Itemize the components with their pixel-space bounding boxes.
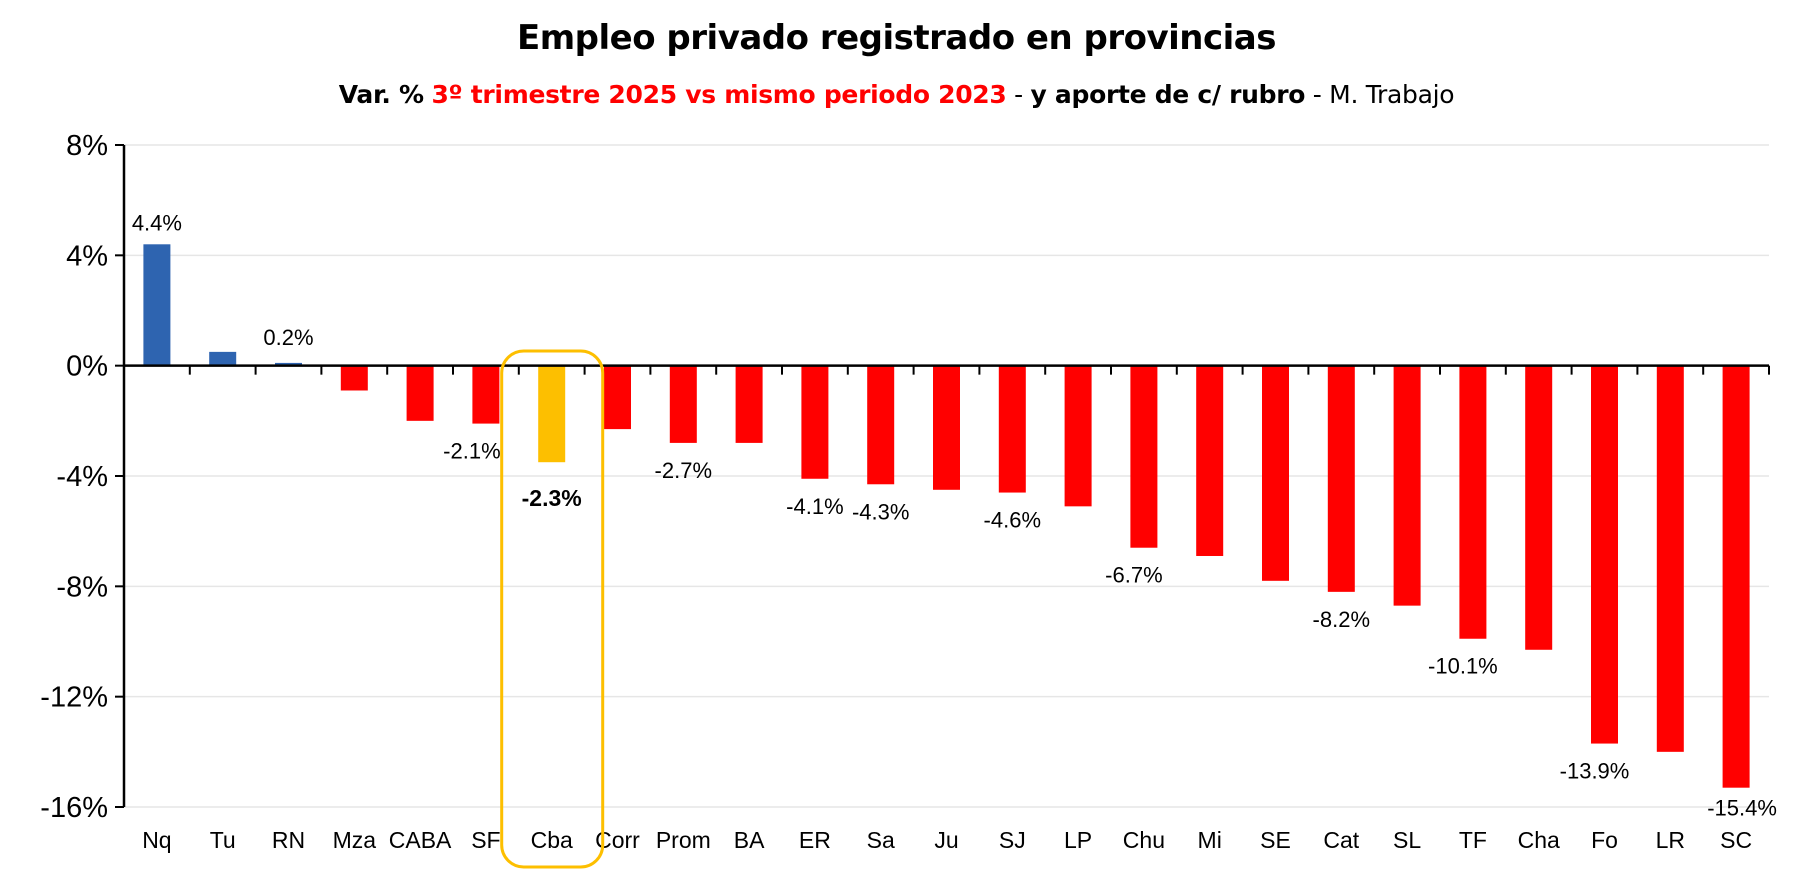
- bar-corr: [604, 365, 631, 430]
- bar-prom: [669, 365, 697, 443]
- bar-caba: [406, 365, 434, 421]
- bar-tu: [209, 351, 237, 366]
- bar-sj: [998, 365, 1026, 493]
- bar-mza: [340, 365, 368, 391]
- x-tick-label: BA: [734, 827, 765, 853]
- bar-sc: [1722, 365, 1750, 788]
- y-tick-label: 8%: [66, 130, 108, 162]
- subtitle-var: Var. %: [338, 80, 424, 109]
- chart-subtitle: Var. % 3º trimestre 2025 vs mismo period…: [0, 80, 1793, 109]
- y-tick-label: -16%: [40, 792, 108, 824]
- axes: [115, 144, 1770, 808]
- data-label-chu: -6.7%: [1105, 563, 1162, 588]
- highlight-box: [500, 349, 605, 869]
- y-tick-label: -4%: [56, 461, 108, 493]
- y-tick-label: 4%: [66, 240, 108, 272]
- data-label-sj: -4.6%: [984, 508, 1041, 533]
- x-axis-ticks: Nq Tu RN Mza CABA SF Cba Corr Prom BA ER Sa Ju SJ LP Ch…: [142, 827, 1752, 853]
- bar-nq: [143, 244, 171, 366]
- gridlines: [124, 144, 1769, 808]
- data-label-sc: -15.4%: [1707, 796, 1777, 821]
- bar-er: [801, 365, 829, 479]
- y-axis-ticks: 8% 4% 0% -4% -8% -12% -16%: [40, 130, 108, 824]
- data-label-tf: -10.1%: [1428, 654, 1498, 679]
- x-tick-label: Fo: [1591, 827, 1618, 853]
- data-labels: 4.4% 0.2% -2.1% -2.3% -2.7% -4.1% -4.3% -4.6% -6…: [132, 210, 1777, 820]
- x-tick-label: SE: [1260, 827, 1291, 853]
- x-tick-label: Tu: [210, 827, 236, 853]
- data-label-cba: -2.3%: [522, 485, 582, 511]
- data-label-nq: 4.4%: [132, 210, 182, 235]
- bars: [143, 244, 1750, 788]
- y-tick-label: 0%: [66, 351, 108, 383]
- x-tick-label: Cat: [1323, 827, 1359, 853]
- x-tick-label: Mza: [333, 827, 377, 853]
- subtitle-dash: -: [1014, 80, 1031, 109]
- x-tick-label: Cha: [1518, 827, 1560, 853]
- x-tick-label: Chu: [1123, 827, 1165, 853]
- bar-cat: [1327, 365, 1355, 592]
- bar-fo: [1591, 365, 1618, 744]
- subtitle-source: - M. Trabajo: [1305, 80, 1455, 109]
- bar-chu: [1130, 365, 1158, 548]
- x-tick-label: CABA: [389, 827, 452, 853]
- x-tick-label: Mi: [1198, 827, 1222, 853]
- bar-sf: [472, 365, 500, 424]
- x-tick-label: SC: [1720, 827, 1752, 853]
- bar-sl: [1393, 365, 1421, 606]
- bar-ju: [933, 365, 960, 490]
- bar-lr: [1656, 365, 1684, 752]
- data-label-er: -4.1%: [786, 494, 843, 519]
- y-tick-label: -8%: [56, 571, 108, 603]
- bar-se: [1262, 365, 1289, 581]
- data-label-prom: -2.7%: [655, 458, 712, 483]
- bar-sa: [867, 365, 895, 485]
- x-tick-label: Cba: [531, 827, 573, 853]
- subtitle-aporte: y aporte de c/ rubro: [1030, 80, 1306, 109]
- subtitle-period: 3º trimestre 2025 vs mismo periodo 2023: [431, 80, 1007, 109]
- chart-title: Empleo privado registrado en provincias: [517, 18, 1276, 58]
- bar-mi: [1196, 365, 1224, 556]
- x-tick-label: LR: [1656, 827, 1685, 853]
- data-label-cat: -8.2%: [1313, 607, 1370, 632]
- x-tick-label: ER: [799, 827, 831, 853]
- data-label-fo: -13.9%: [1560, 759, 1630, 784]
- x-tick-label: Nq: [142, 827, 171, 853]
- bar-ba: [735, 365, 763, 443]
- x-tick-label: SL: [1393, 827, 1421, 853]
- x-tick-label: Ju: [934, 827, 958, 853]
- data-label-sf: -2.1%: [443, 439, 500, 464]
- bar-rn: [275, 362, 302, 366]
- x-tick-label: SJ: [999, 827, 1026, 853]
- x-tick-label: LP: [1064, 827, 1092, 853]
- x-tick-label: SF: [471, 827, 500, 853]
- bar-cha: [1525, 365, 1553, 650]
- highlight-box-group: [500, 349, 605, 869]
- x-tick-label: Prom: [656, 827, 711, 853]
- x-tick-label: Sa: [867, 827, 895, 853]
- x-tick-label: RN: [272, 827, 305, 853]
- data-label-rn: 0.2%: [263, 325, 313, 350]
- bar-cba: [538, 365, 566, 463]
- data-label-sa: -4.3%: [852, 499, 909, 524]
- y-tick-label: -12%: [40, 682, 108, 714]
- x-tick-label: TF: [1459, 827, 1487, 853]
- bar-lp: [1064, 365, 1092, 507]
- bar-tf: [1459, 365, 1487, 639]
